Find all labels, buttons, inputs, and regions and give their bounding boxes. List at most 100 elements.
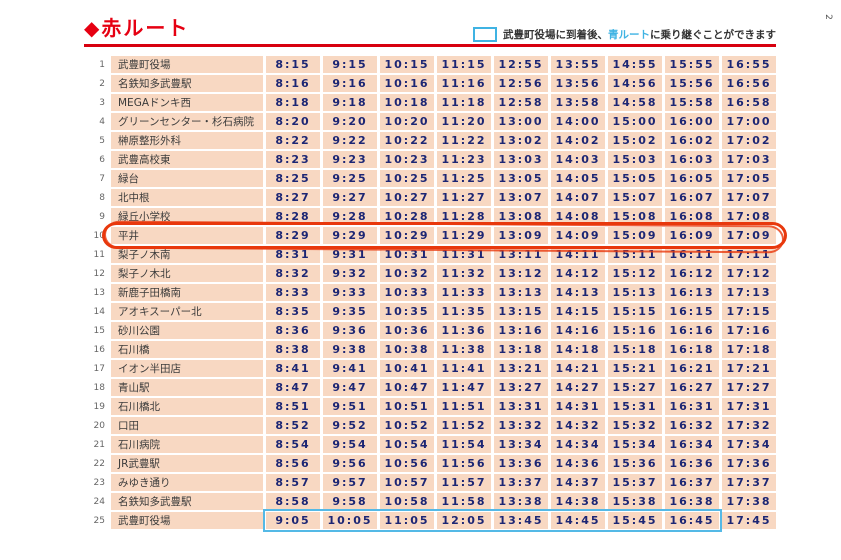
stop-name: グリーンセンター・杉石病院 — [111, 113, 263, 130]
time-cell: 12:58 — [494, 94, 548, 111]
time-cell: 16:31 — [665, 398, 719, 415]
time-cell: 15:13 — [608, 284, 662, 301]
time-cell: 15:02 — [608, 132, 662, 149]
time-cell: 13:09 — [494, 227, 548, 244]
time-cell: 11:51 — [437, 398, 491, 415]
row-number: 23 — [93, 477, 105, 488]
time-cell: 13:13 — [494, 284, 548, 301]
time-cell: 14:55 — [608, 56, 662, 73]
time-cell: 9:05 — [266, 512, 320, 529]
transfer-note-text: 武豊町役場に到着後、青ルートに乗り継ぐことができます — [503, 27, 776, 42]
time-cell: 17:34 — [722, 436, 776, 453]
stop-name: 新鹿子田橋南 — [111, 284, 263, 301]
time-cell: 14:09 — [551, 227, 605, 244]
time-cell: 8:28 — [266, 208, 320, 225]
time-cell: 13:21 — [494, 360, 548, 377]
stop-name: 名鉄知多武豊駅 — [111, 75, 263, 92]
stop-name: 緑丘小学校 — [111, 208, 263, 225]
time-cell: 12:55 — [494, 56, 548, 73]
time-cell: 13:07 — [494, 189, 548, 206]
time-cell: 16:36 — [665, 455, 719, 472]
time-cell: 8:36 — [266, 322, 320, 339]
time-cell: 16:58 — [722, 94, 776, 111]
time-cell: 9:33 — [323, 284, 377, 301]
time-cell: 16:55 — [722, 56, 776, 73]
stop-name: 武豊町役場 — [111, 512, 263, 529]
time-cell: 13:02 — [494, 132, 548, 149]
time-cell: 15:34 — [608, 436, 662, 453]
row-number: 15 — [93, 325, 105, 336]
time-cell: 16:11 — [665, 246, 719, 263]
time-cell: 8:32 — [266, 265, 320, 282]
time-cell: 8:35 — [266, 303, 320, 320]
row-number: 6 — [99, 154, 105, 165]
time-cell: 14:05 — [551, 170, 605, 187]
time-cell: 14:11 — [551, 246, 605, 263]
time-cell: 8:52 — [266, 417, 320, 434]
time-cell: 8:54 — [266, 436, 320, 453]
time-cell: 16:18 — [665, 341, 719, 358]
stop-name: 武豊高校東 — [111, 151, 263, 168]
row-number: 25 — [93, 515, 105, 526]
time-cell: 13:56 — [551, 75, 605, 92]
time-cell: 8:57 — [266, 474, 320, 491]
time-cell: 13:32 — [494, 417, 548, 434]
time-cell: 9:23 — [323, 151, 377, 168]
time-cell: 15:36 — [608, 455, 662, 472]
time-cell: 17:09 — [722, 227, 776, 244]
time-cell: 11:35 — [437, 303, 491, 320]
time-cell: 10:54 — [380, 436, 434, 453]
time-cell: 11:25 — [437, 170, 491, 187]
stop-name: 石川橋北 — [111, 398, 263, 415]
time-cell: 8:29 — [266, 227, 320, 244]
time-cell: 10:20 — [380, 113, 434, 130]
time-cell: 10:52 — [380, 417, 434, 434]
time-cell: 14:08 — [551, 208, 605, 225]
time-cell: 8:56 — [266, 455, 320, 472]
time-cell: 16:02 — [665, 132, 719, 149]
time-cell: 9:35 — [323, 303, 377, 320]
time-cell: 11:33 — [437, 284, 491, 301]
time-cell: 17:03 — [722, 151, 776, 168]
stop-name: 口田 — [111, 417, 263, 434]
time-cell: 10:56 — [380, 455, 434, 472]
time-cell: 13:12 — [494, 265, 548, 282]
time-cell: 9:47 — [323, 379, 377, 396]
time-cell: 16:12 — [665, 265, 719, 282]
time-cell: 15:11 — [608, 246, 662, 263]
row-number: 14 — [93, 306, 105, 317]
time-cell: 15:37 — [608, 474, 662, 491]
stop-name: MEGAドンキ西 — [111, 94, 263, 111]
time-cell: 13:34 — [494, 436, 548, 453]
time-cell: 9:41 — [323, 360, 377, 377]
time-cell: 14:07 — [551, 189, 605, 206]
time-cell: 17:11 — [722, 246, 776, 263]
time-cell: 8:16 — [266, 75, 320, 92]
time-cell: 9:28 — [323, 208, 377, 225]
time-cell: 9:20 — [323, 113, 377, 130]
time-cell: 9:15 — [323, 56, 377, 73]
time-cell: 15:32 — [608, 417, 662, 434]
time-cell: 8:41 — [266, 360, 320, 377]
time-cell: 16:37 — [665, 474, 719, 491]
time-cell: 14:03 — [551, 151, 605, 168]
time-cell: 10:16 — [380, 75, 434, 92]
time-cell: 13:27 — [494, 379, 548, 396]
time-cell: 17:08 — [722, 208, 776, 225]
row-number: 8 — [99, 192, 105, 203]
time-cell: 13:37 — [494, 474, 548, 491]
time-cell: 11:27 — [437, 189, 491, 206]
time-cell: 15:45 — [608, 512, 662, 529]
time-cell: 10:18 — [380, 94, 434, 111]
time-cell: 9:56 — [323, 455, 377, 472]
time-cell: 9:58 — [323, 493, 377, 510]
time-cell: 9:57 — [323, 474, 377, 491]
time-cell: 13:31 — [494, 398, 548, 415]
row-number: 9 — [99, 211, 105, 222]
time-cell: 17:36 — [722, 455, 776, 472]
time-cell: 13:05 — [494, 170, 548, 187]
stop-name: イオン半田店 — [111, 360, 263, 377]
time-cell: 10:29 — [380, 227, 434, 244]
time-cell: 10:51 — [380, 398, 434, 415]
time-cell: 9:38 — [323, 341, 377, 358]
